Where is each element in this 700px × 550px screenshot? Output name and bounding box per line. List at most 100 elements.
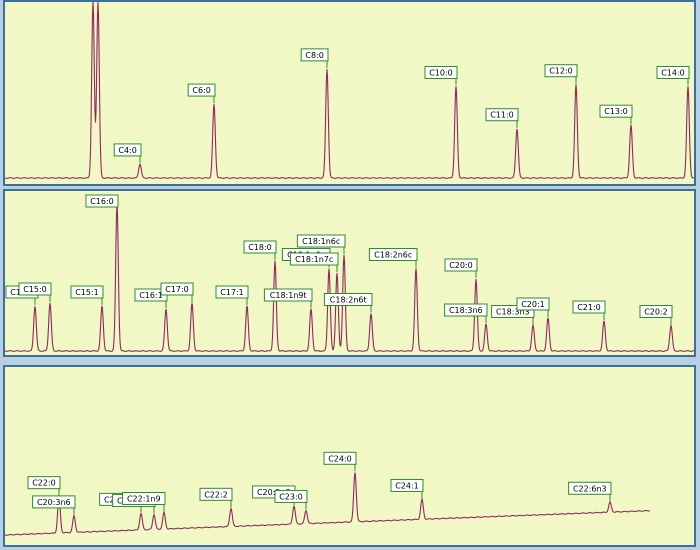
peak-label-text: C20:2 — [644, 308, 668, 317]
label-box — [568, 481, 612, 495]
label-box — [70, 285, 104, 299]
peak-label-c15-1: C15:1 — [70, 285, 104, 305]
peak-label-text: C16:0 — [90, 197, 114, 206]
peak-label-c18-0: C18:0 — [243, 240, 277, 260]
trace-line-2 — [5, 204, 694, 352]
label-box — [187, 83, 216, 97]
label-box — [274, 489, 308, 503]
peak-label-text: C6:0 — [192, 86, 210, 95]
peak-label-text: C18:1n9t — [270, 291, 307, 300]
peak-label-c16-0: C16:0 — [85, 194, 119, 208]
peak-label-text: C22:1n9 — [127, 495, 161, 504]
chromatogram-panel-2: C14:1C15:0C15:1C16:0C16:1C17:0C17:1C18:0… — [3, 189, 696, 357]
peak-label-c15-0: C15:0 — [18, 282, 52, 302]
peak-label-text: C24:0 — [328, 454, 352, 463]
label-box — [599, 104, 633, 118]
chromatogram-1: C4:0 C6:0 C8:0 C10:0 C11:0 C12:0 C13:0 C14:0 — [5, 2, 694, 179]
peak-label-text: C20:0 — [449, 261, 473, 270]
peak-label-text: C14:0 — [661, 68, 685, 77]
label-box — [444, 303, 488, 317]
peak-label-c22-6n3: C22:6n3 — [568, 481, 612, 502]
peak-label-text: C18:2n6t — [330, 296, 367, 305]
peak-label-c8-0: C8:0 — [300, 48, 329, 68]
peak-label-text: C20:5n3 — [257, 488, 291, 497]
peak-label-c10-0: C10:0 — [424, 65, 458, 86]
peak-label-c17-1: C17:1 — [215, 285, 249, 305]
label-box — [544, 64, 578, 78]
peak-label-c6-0: C6:0 — [187, 83, 216, 104]
label-box — [32, 495, 76, 509]
peak-label-text: C11:0 — [490, 111, 514, 120]
label-box — [656, 65, 690, 79]
peak-label-text: C21:0 — [577, 303, 601, 312]
peak-label-text: C17:0 — [165, 285, 189, 294]
label-box — [300, 48, 329, 62]
peak-label-text: C20:3n6 — [37, 498, 71, 507]
peak-label-text: C20:1 — [521, 300, 545, 309]
label-box — [122, 492, 166, 505]
label-box — [368, 248, 418, 261]
peak-label-c22-1n9: C22:1n9 — [122, 492, 166, 512]
label-box — [424, 65, 458, 79]
label-box — [243, 240, 277, 254]
peak-label-text: C12:0 — [549, 67, 573, 76]
label-box — [160, 282, 194, 296]
peak-label-c18-2n6c: C18:2n6c — [368, 248, 418, 268]
label-box — [323, 451, 357, 465]
peak-label-c17-0: C17:0 — [160, 282, 194, 302]
peak-label-text: C18:2n6c — [374, 251, 412, 260]
peak-label-c20-2: C20:2 — [639, 305, 673, 325]
peak-label-text: C15:0 — [23, 285, 47, 294]
peak-label-text: C18:0 — [248, 243, 272, 252]
label-box — [485, 108, 519, 122]
peak-label-c4-0: C4:0 — [113, 143, 142, 163]
label-box — [85, 194, 119, 208]
peak-label-text: C24:1 — [395, 481, 419, 490]
peak-label-text: C15:1 — [75, 288, 99, 297]
peak-label-text: C22:2 — [204, 490, 228, 499]
peak-label-c24-1: C24:1 — [390, 478, 424, 499]
peak-label-text: C13:0 — [604, 107, 628, 116]
chromatogram-panel-1: C4:0 C6:0 C8:0 C10:0 C11:0 C12:0 C13:0 C14:0 — [3, 0, 696, 186]
label-box — [444, 258, 478, 272]
peak-label-text: C18:1n7c — [295, 255, 333, 264]
chromatogram-panel-3: C22:0C20:3n6C20:3n3C20:4n6C22:1n9C22:2C2… — [3, 365, 696, 547]
peak-label-c14-0: C14:0 — [656, 65, 690, 86]
peak-label-c18-1n7c: C18:1n7c — [289, 252, 339, 272]
peak-label-text: C17:1 — [220, 288, 244, 297]
peak-label-c20-0: C20:0 — [444, 258, 478, 278]
peak-label-c18-1n9t: C18:1n9t — [263, 288, 313, 308]
peak-label-c22-0: C22:0 — [27, 476, 61, 496]
label-box — [263, 288, 313, 302]
peak-label-text: C18:1n6c — [302, 237, 340, 246]
peak-label-c13-0: C13:0 — [599, 104, 633, 125]
label-box — [572, 300, 606, 314]
peak-label-text: C18:3n6 — [449, 306, 483, 315]
label-box — [215, 285, 249, 299]
peak-label-c12-0: C12:0 — [544, 64, 578, 84]
peak-label-c11-0: C11:0 — [485, 108, 519, 128]
label-box — [199, 487, 233, 501]
peak-label-text: C8:0 — [305, 51, 323, 60]
peak-label-c18-3n6: C18:3n6 — [444, 303, 488, 323]
label-box — [639, 305, 673, 318]
label-box — [27, 476, 61, 490]
peak-label-text: C10:0 — [429, 68, 453, 77]
peak-label-text: C22:0 — [32, 479, 56, 488]
peak-label-c20-3n6: C20:3n6 — [32, 495, 76, 515]
peak-label-text: C16:1 — [139, 291, 163, 300]
peak-label-text: C4:0 — [118, 146, 136, 155]
label-box — [113, 143, 142, 157]
peak-label-c24-0: C24:0 — [323, 451, 357, 472]
trace-line-3 — [5, 472, 651, 536]
peak-label-text: C23:0 — [279, 492, 303, 501]
label-box — [390, 478, 424, 492]
peak-label-c22-2: C22:2 — [199, 487, 233, 508]
trace-line-1 — [5, 2, 694, 179]
chromatogram-3: C22:0C20:3n6C20:3n3C20:4n6C22:1n9C22:2C2… — [5, 451, 651, 536]
peak-label-c18-2n6t: C18:2n6t — [323, 293, 373, 313]
label-box — [323, 293, 373, 306]
peak-label-text: C18:3n3 — [496, 308, 530, 317]
chromatogram-2: C14:1C15:0C15:1C16:0C16:1C17:0C17:1C18:0… — [5, 194, 694, 352]
peak-label-c21-0: C21:0 — [572, 300, 606, 320]
